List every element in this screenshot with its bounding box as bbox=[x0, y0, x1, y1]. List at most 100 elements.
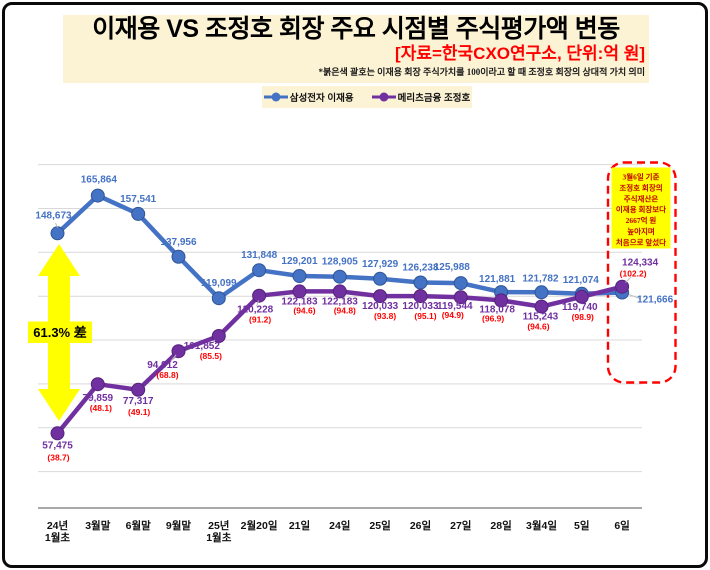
data-point-marker bbox=[453, 290, 468, 305]
callout-line: 2667억 원 bbox=[626, 215, 657, 225]
ratio-label: (95.1) bbox=[414, 311, 436, 321]
data-point-marker bbox=[373, 271, 388, 286]
value-label-meritz: 94,912 bbox=[147, 360, 178, 371]
label-leader-line bbox=[625, 276, 632, 283]
data-point-marker bbox=[453, 276, 468, 291]
value-label-meritz: 122,183 bbox=[322, 296, 359, 307]
label-leader-line bbox=[207, 339, 216, 347]
ratio-label: (38.7) bbox=[47, 452, 69, 462]
data-point-marker bbox=[252, 288, 267, 303]
callout-line: 이재용 회장보다 bbox=[616, 204, 666, 214]
legend-label-samsung: 삼성전자 이재용 bbox=[289, 93, 354, 104]
value-label-meritz: 119,740 bbox=[562, 302, 598, 313]
x-axis-label: 5일 bbox=[574, 519, 590, 532]
value-label-samsung: 137,956 bbox=[160, 237, 197, 248]
data-point-marker bbox=[252, 263, 267, 278]
legend: 삼성전자 이재용 메리츠금융 조정호 bbox=[262, 86, 472, 108]
data-point-marker bbox=[90, 188, 105, 203]
ratio-label: (49.1) bbox=[128, 407, 150, 417]
x-axis-label: 26일 bbox=[410, 519, 431, 532]
callout-bg bbox=[611, 167, 671, 249]
diff-label: 61.3% 差 bbox=[33, 325, 86, 340]
x-axis-label: 3월말 bbox=[85, 519, 110, 532]
ratio-label: (91.2) bbox=[249, 315, 271, 325]
data-point-marker bbox=[50, 426, 65, 441]
ratio-label: (94.8) bbox=[334, 305, 356, 315]
ratio-label: (68.8) bbox=[156, 370, 178, 380]
value-label-meritz: 120,228 bbox=[237, 305, 274, 316]
legend-dot bbox=[271, 92, 281, 102]
x-axis-label: 6일 bbox=[614, 519, 630, 532]
x-axis-label: 3월4일 bbox=[526, 519, 557, 532]
data-point-marker bbox=[494, 293, 509, 308]
callout-line: 3월6일 기준 bbox=[623, 172, 660, 182]
data-point-marker bbox=[171, 344, 186, 359]
data-point-marker bbox=[534, 299, 549, 314]
x-axis-label: 28일 bbox=[490, 519, 511, 532]
value-label-samsung: 157,541 bbox=[120, 194, 157, 205]
data-point-marker bbox=[534, 285, 549, 300]
diff-label-bg bbox=[28, 321, 92, 343]
label-leader-line bbox=[256, 300, 259, 307]
legend-dot bbox=[379, 92, 389, 102]
value-label-samsung: 125,988 bbox=[434, 262, 471, 273]
ratio-label: (94.9) bbox=[442, 310, 464, 320]
callout-line: 높아지며 bbox=[627, 226, 655, 236]
value-label-samsung: 165,864 bbox=[81, 175, 118, 186]
value-label-meritz: 118,078 bbox=[479, 304, 515, 315]
data-point-marker bbox=[90, 377, 105, 392]
value-label-meritz: 122,183 bbox=[281, 296, 318, 307]
value-label-samsung: 148,673 bbox=[35, 210, 72, 221]
callout-line: 조정호 회장의 bbox=[619, 182, 662, 192]
value-label-samsung: 121,881 bbox=[479, 274, 516, 285]
value-label-meritz: 119,544 bbox=[437, 301, 473, 312]
value-label-samsung: 127,929 bbox=[362, 259, 399, 270]
data-point-marker bbox=[171, 249, 186, 264]
label-leader-line bbox=[628, 294, 642, 300]
data-point-marker bbox=[615, 279, 630, 294]
x-axis-label: 6월말 bbox=[126, 519, 151, 532]
value-label-meritz: 57,475 bbox=[42, 440, 73, 451]
ratio-label: (94.6) bbox=[293, 305, 315, 315]
x-axis-label: 27일 bbox=[450, 519, 471, 532]
value-label-samsung: 121,782 bbox=[522, 273, 559, 284]
ratio-label: (48.1) bbox=[90, 403, 112, 413]
title-block: 이재용 VS 조정호 회장 주요 시점별 주식평가액 변동 [자료=한국CXO연… bbox=[63, 15, 649, 83]
ratio-label: (85.5) bbox=[200, 351, 222, 361]
value-label-samsung: 119,099 bbox=[201, 278, 237, 289]
source-subtitle: [자료=한국CXO연구소, 단위:억 원] bbox=[395, 44, 645, 63]
value-label-samsung: 129,201 bbox=[281, 256, 318, 267]
ratio-label: (98.9) bbox=[572, 312, 594, 322]
value-label-meritz: 120,033 bbox=[402, 301, 439, 312]
value-label-samsung: 126,238 bbox=[402, 263, 439, 274]
ratio-label: (93.8) bbox=[374, 311, 396, 321]
x-axis-label: 24일 bbox=[329, 519, 350, 532]
data-point-marker bbox=[50, 226, 65, 241]
value-label-meritz: 115,243 bbox=[523, 312, 559, 323]
x-axis-label: 2월20일 bbox=[241, 519, 278, 532]
value-label-samsung: 131,848 bbox=[241, 250, 278, 261]
data-point-marker bbox=[413, 275, 428, 290]
legend-label-meritz: 메리츠금융 조정호 bbox=[397, 93, 471, 104]
line-marker-icon bbox=[263, 92, 288, 102]
value-label-samsung: 121,666 bbox=[637, 295, 674, 306]
data-point-marker bbox=[373, 289, 388, 304]
ratio-label: (96.9) bbox=[482, 313, 504, 323]
callout-line: 주식재산은 bbox=[624, 193, 659, 203]
highlight-dashed-box bbox=[606, 161, 677, 384]
data-point-marker bbox=[292, 284, 307, 299]
value-label-meritz: 124,334 bbox=[622, 258, 659, 269]
footnote: *붉은색 괄호는 이재용 회장 주식가치를 100이라고 할 때 조정호 회장의… bbox=[318, 67, 645, 77]
ratio-label: (102.2) bbox=[620, 269, 647, 279]
data-point-marker bbox=[292, 269, 307, 283]
data-point-marker bbox=[413, 289, 428, 304]
value-label-samsung: 128,905 bbox=[322, 257, 359, 268]
legend-item-meritz: 메리츠금융 조정호 bbox=[371, 90, 471, 104]
data-point-marker bbox=[332, 284, 347, 299]
page-title: 이재용 VS 조정호 회장 주요 시점별 주식평가액 변동 bbox=[92, 15, 620, 43]
data-point-marker bbox=[211, 291, 226, 306]
x-axis-label: 21일 bbox=[289, 519, 310, 532]
callout-line: 처음으로 앞섰다 bbox=[616, 237, 666, 247]
